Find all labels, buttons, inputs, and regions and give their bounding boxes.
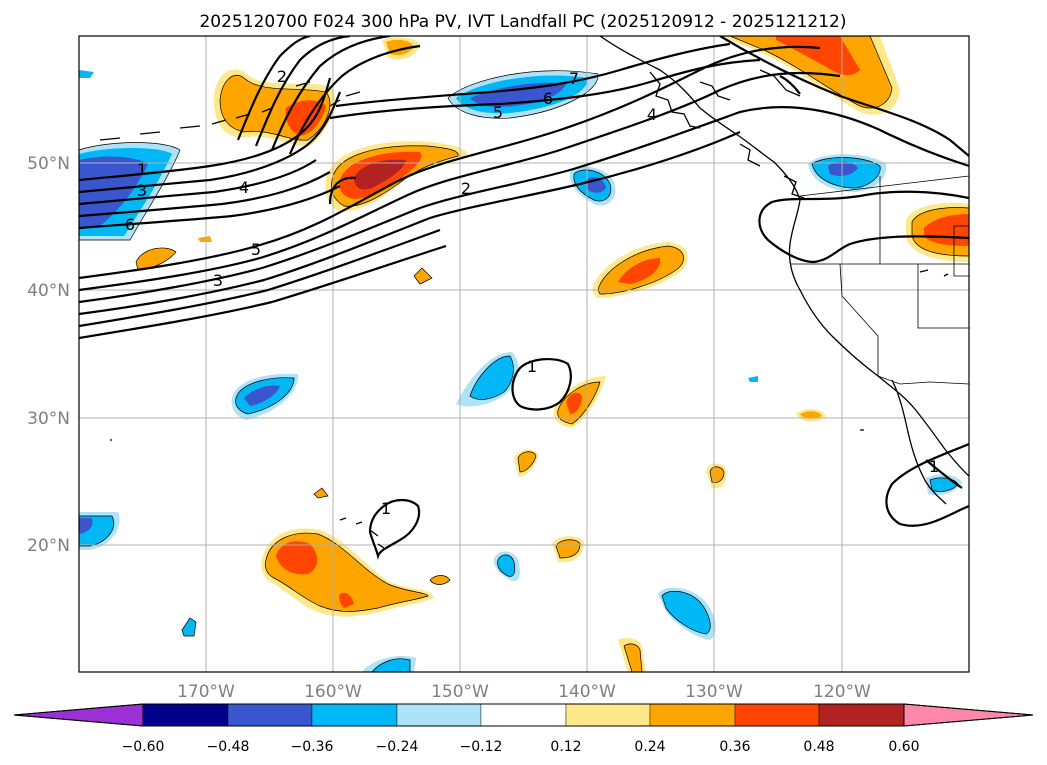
colorbar-tick-label: −0.36: [291, 739, 334, 755]
contour-label: 6: [125, 215, 135, 234]
negative-anomaly-edge: [79, 70, 94, 78]
coastlines: [99, 36, 969, 549]
positive-anomaly-central: [325, 141, 467, 212]
colorbar: −0.60 −0.48 −0.36 −0.24 −0.12 0.12 0.24 …: [13, 703, 1034, 755]
positive-anomaly-small: [198, 236, 212, 242]
negative-anomaly-small: [371, 658, 411, 672]
map-panel: 1 3 6 4 5 3 2 2 5 6 7 4 1 1 1: [79, 36, 969, 672]
negative-anomaly-subtropic: [456, 352, 519, 407]
colorbar-bin: [142, 703, 229, 727]
positive-anomaly-small: [429, 575, 451, 585]
positive-anomaly-small: [623, 643, 643, 672]
contour-label: 5: [251, 240, 261, 259]
positive-anomaly-edge: [906, 202, 969, 262]
colorbar-bin: [480, 703, 567, 727]
colorbar-bin: [396, 703, 482, 727]
lon-label: 160°W: [304, 682, 362, 702]
negative-anomaly-small: [748, 376, 758, 382]
colorbar-bin: [311, 703, 398, 727]
contour-label: 5: [493, 103, 503, 122]
colorbar-tick-label: 0.36: [719, 739, 750, 755]
colorbar-left-extension: [13, 703, 144, 727]
contour-label: 1: [381, 499, 391, 518]
colorbar-right-extension: [903, 703, 1034, 727]
contour-label: 3: [213, 271, 223, 290]
lon-label: 140°W: [558, 682, 616, 702]
colorbar-bin: [565, 703, 651, 727]
positive-anomaly-small: [555, 539, 581, 559]
contour-label: 2: [277, 67, 287, 86]
latitude-labels: 50°N 40°N 30°N 20°N: [27, 154, 70, 556]
colorbar-bin: [227, 703, 313, 727]
colorbar-tick-label: 0.12: [550, 739, 581, 755]
negative-anomaly-small: [181, 617, 197, 637]
contour-label: 1: [137, 160, 147, 179]
pv-contours: [79, 36, 969, 560]
colorbar-bin: [734, 703, 820, 727]
contour-label: 4: [239, 178, 249, 197]
negative-anomaly-small: [661, 590, 711, 635]
positive-anomaly-hawaii: [261, 528, 434, 617]
political-borders: [790, 175, 969, 385]
contour-label: 6: [543, 89, 553, 108]
negative-anomaly-coast: [808, 154, 887, 192]
contour-label: 2: [461, 179, 471, 198]
contour-labels: 1 3 6 4 5 3 2 2 5 6 7 4 1 1 1: [125, 67, 939, 518]
lat-label: 40°N: [27, 281, 70, 301]
negative-anomaly-west: [231, 373, 299, 420]
lon-label: 150°W: [431, 682, 489, 702]
positive-anomaly-small: [517, 451, 537, 473]
figure-title: 2025120700 F024 300 hPa PV, IVT Landfall…: [199, 12, 846, 32]
colorbar-tick-label: 0.48: [803, 739, 834, 755]
colorbar-bin: [818, 703, 905, 727]
contour-label: 7: [569, 69, 579, 88]
negative-anomaly-small: [79, 518, 93, 534]
shaded-anomaly-fields: [79, 36, 969, 672]
colorbar-tick-label: −0.48: [207, 739, 250, 755]
colorbar-tick-label: 0.60: [888, 739, 919, 755]
contour-label: 4: [647, 105, 657, 124]
lon-label: 130°W: [685, 682, 743, 702]
lat-label: 20°N: [27, 536, 70, 556]
lon-label: 120°W: [813, 682, 871, 702]
contour-label: 1: [527, 357, 537, 376]
lon-label: 170°W: [177, 682, 235, 702]
positive-anomaly-small: [313, 487, 329, 499]
positive-anomaly-small: [800, 411, 822, 419]
colorbar-bin: [649, 703, 736, 727]
colorbar-tick-label: −0.12: [460, 739, 503, 755]
colorbar-tick-label: 0.24: [634, 739, 665, 755]
map-frame: [78, 35, 970, 673]
colorbar-tick-label: −0.60: [122, 739, 165, 755]
colorbar-tick-label: −0.24: [376, 739, 419, 755]
positive-anomaly-small: [413, 267, 433, 285]
lat-label: 50°N: [27, 154, 70, 174]
contour-label: 3: [137, 181, 147, 200]
positive-anomaly-31n: [553, 376, 606, 428]
longitude-labels: 170°W 160°W 150°W 140°W 130°W 120°W: [177, 682, 871, 702]
negative-anomaly-small: [497, 554, 516, 577]
contour-label: 1: [929, 457, 939, 476]
lat-label: 30°N: [27, 409, 70, 429]
positive-anomaly-east: [592, 242, 688, 298]
